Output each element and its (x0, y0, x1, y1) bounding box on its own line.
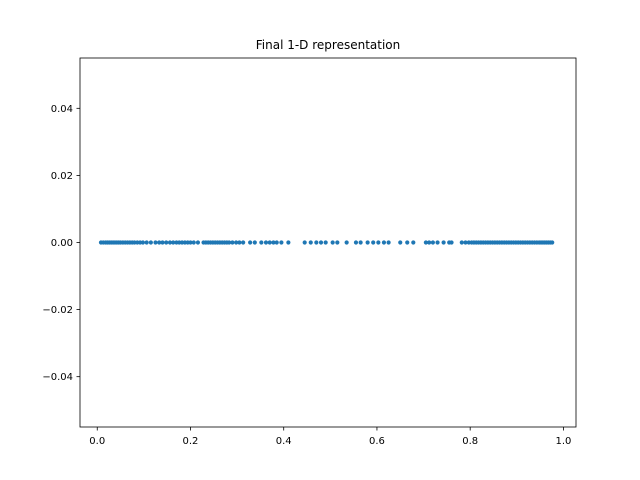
data-point (376, 240, 381, 245)
data-point (144, 240, 149, 245)
data-point (263, 240, 269, 245)
data-point (140, 240, 146, 245)
data-point (318, 240, 324, 245)
data-point (381, 240, 387, 245)
data-point (411, 240, 416, 245)
data-point (459, 240, 464, 245)
x-tick-label: 0.4 (276, 436, 292, 447)
y-tick-label: 0.02 (51, 171, 73, 182)
x-tick-label: 0.6 (369, 436, 385, 447)
data-point (308, 240, 313, 245)
data-point (386, 240, 391, 245)
data-point (148, 240, 153, 245)
y-tick-label: −0.04 (42, 372, 73, 383)
y-axis: 0.04 0.02 0.00 −0.02 −0.04 (42, 104, 80, 383)
data-point (188, 240, 193, 245)
data-point (248, 240, 253, 245)
data-point (234, 240, 239, 245)
data-point (259, 240, 264, 245)
data-point (191, 240, 196, 245)
data-point (252, 240, 257, 245)
data-point (167, 240, 173, 245)
data-point (344, 240, 349, 245)
data-point (171, 240, 176, 245)
data-point (365, 240, 370, 245)
data-point (271, 240, 276, 245)
data-points (98, 240, 555, 245)
data-point (274, 240, 279, 245)
data-point (371, 240, 376, 245)
chart-title: Final 1-D representation (256, 38, 401, 52)
data-point (302, 240, 307, 245)
data-point (358, 240, 363, 245)
y-tick-label: −0.02 (42, 305, 73, 316)
data-point (314, 240, 319, 245)
y-tick-label: 0.04 (51, 104, 73, 115)
data-point (398, 240, 403, 245)
x-tick-label: 0.8 (462, 436, 478, 447)
data-point (550, 240, 555, 245)
data-point (237, 240, 242, 245)
data-point (227, 240, 232, 245)
data-point (157, 240, 162, 245)
data-point (441, 240, 446, 245)
data-point (449, 240, 454, 245)
data-point (423, 240, 428, 245)
data-point (435, 240, 440, 245)
data-point (164, 240, 169, 245)
data-point (427, 240, 432, 245)
x-tick-label: 0.0 (89, 436, 105, 447)
data-point (279, 240, 284, 245)
data-point (230, 240, 235, 245)
data-point (286, 240, 291, 245)
data-point (430, 240, 435, 245)
plot-frame (79, 57, 577, 428)
data-point (267, 240, 272, 245)
data-point (353, 240, 359, 245)
data-point (241, 240, 246, 245)
data-point (405, 240, 410, 245)
data-point (195, 240, 201, 245)
data-point (463, 240, 468, 245)
y-tick-label: 0.00 (51, 238, 73, 249)
data-point (323, 240, 328, 245)
data-point (335, 240, 340, 245)
x-tick-label: 0.2 (183, 436, 199, 447)
x-axis: 0.0 0.2 0.4 0.6 0.8 1.0 (89, 427, 571, 447)
data-point (160, 240, 165, 245)
x-tick-label: 1.0 (555, 436, 571, 447)
data-point (153, 240, 158, 245)
data-point (330, 240, 335, 245)
